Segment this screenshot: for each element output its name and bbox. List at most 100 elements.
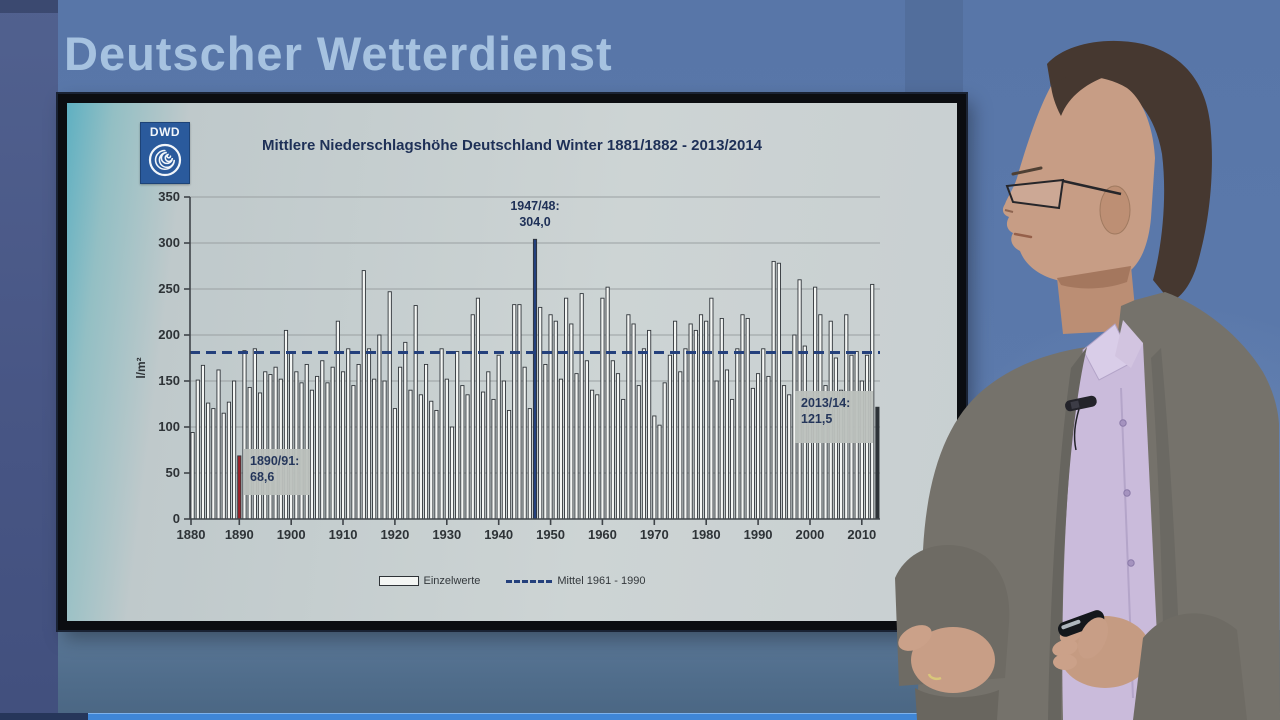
presenter-hair [1047,40,1212,302]
bar-winter [237,455,242,520]
y-tick-label: 300 [158,235,180,250]
bar-winter [496,354,501,520]
bar-winter [340,371,346,520]
bar-winter [309,389,314,520]
jacket-lapel-left [1048,347,1087,720]
bar-winter [704,320,709,520]
bar-winter [761,348,766,520]
bar-winter [304,363,309,520]
bar-winter [776,262,781,520]
bar-winter [693,329,698,520]
presenter-hair-fringe [1051,72,1113,116]
bar-winter [641,348,647,520]
presenter-nostril [1004,209,1014,213]
left-band-top-shadow [0,0,58,13]
bar-winter [486,371,491,520]
y-tick-label: 200 [158,327,180,342]
dwd-spiral-icon [148,143,182,177]
bar-winter [346,348,351,520]
x-tick-label: 1930 [432,527,462,542]
bar-winter [403,341,408,520]
ring [927,673,942,681]
bar-winter [470,314,475,520]
shirt-collar-right [1115,320,1143,368]
x-tick-label: 1980 [691,527,721,542]
bar-winter [626,314,631,520]
bar-winter [377,334,382,520]
presenter-ear [1099,185,1131,235]
bar-winter [781,385,787,520]
bar-winter [294,371,299,520]
bar-winter [418,394,423,520]
bar-winter [714,380,719,520]
bar-winter [595,394,600,520]
bar-winter [517,304,522,520]
bar-winter [206,402,211,520]
annotation-1890-91: 1890/91: 68,6 [244,449,310,495]
presenter [895,40,1280,720]
bar-winter [372,378,377,520]
bottom-blue-strip [88,713,1280,720]
bar-winter [756,373,761,520]
bar-winter [429,400,434,520]
bar-winter [335,320,340,520]
bar-winter [475,297,480,520]
right-finger [1053,654,1077,670]
bar-winter [766,375,771,520]
legend-bar-swatch [378,576,419,586]
bar-winter [636,385,641,520]
bar-winter [574,373,579,520]
x-tick-label: 1960 [587,527,617,542]
chart-legend: Einzelwerte Mittel 1961 - 1990 [67,575,957,587]
y-tick-label: 350 [158,189,180,204]
y-tick-label: 150 [158,373,180,388]
legend-label: Mittel 1961 - 1990 [557,575,646,587]
bar-winter [387,291,392,520]
x-tick-label: 2000 [795,527,825,542]
bar-winter [610,360,615,520]
bar-winter [507,409,512,520]
bar-winter [423,363,429,520]
precipitation-bar-chart [184,196,880,525]
right-thumb [1077,617,1109,659]
x-tick-label: 1880 [176,527,206,542]
bottom-strip-left-dark [0,713,88,720]
right-finger [1052,639,1078,657]
presenter-chin-shadow [1057,266,1131,289]
bar-winter [439,348,444,520]
bar-winter [678,371,683,520]
bar-winter [683,348,688,520]
bar-winter [226,401,231,520]
left-sleeve-cuff [915,688,999,720]
bar-winter [268,374,273,520]
legend-dash-swatch [506,579,553,583]
bar-winter [434,409,439,520]
bar-winter [216,369,221,520]
bar-winter [709,297,714,520]
bar-winter [200,364,206,520]
glasses-lens [1005,178,1065,210]
bar-winter [413,305,418,520]
bar-winter [719,317,724,520]
bar-winter [315,375,320,520]
bar-winter [263,371,268,520]
bar-winter [408,389,413,520]
banner-title: Deutscher Wetterdienst [64,27,613,80]
bar-winter [698,314,704,520]
bar-winter [211,408,216,520]
bar-winter [590,389,595,520]
lapel-mic-icon [1065,395,1097,412]
right-sleeve [1133,613,1247,720]
bar-winter [750,387,755,520]
bar-winter [579,293,584,520]
bar-winter [662,382,667,520]
bar-winter [392,408,397,520]
bar-winter [745,317,750,520]
shirt-button [1119,419,1127,427]
bar-winter [564,297,569,520]
legend-label: Einzelwerte [423,575,481,587]
bar-winter [735,348,740,520]
bar-winter [673,320,678,520]
y-tick-label: 50 [165,465,180,480]
bar-winter [730,398,735,520]
